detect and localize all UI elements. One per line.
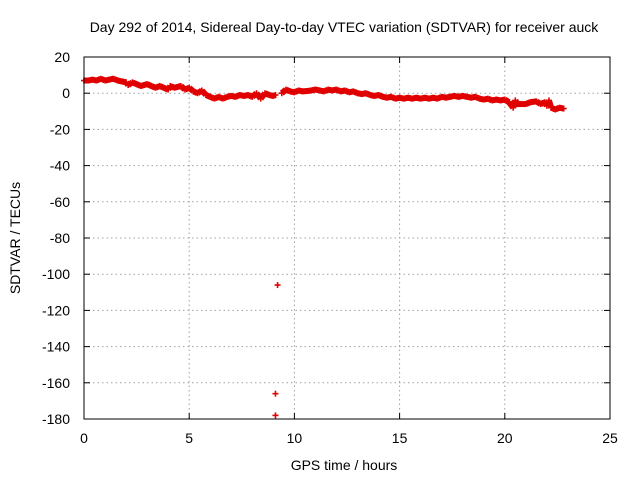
chart-title: Day 292 of 2014, Sidereal Day-to-day VTE… xyxy=(90,19,600,35)
x-tick-label: 10 xyxy=(287,430,303,446)
data-point xyxy=(272,390,279,397)
x-tick-label: 15 xyxy=(392,430,408,446)
x-tick-label: 25 xyxy=(602,430,618,446)
y-tick-label: -20 xyxy=(50,121,70,137)
y-tick-label: -40 xyxy=(50,158,70,174)
data-point xyxy=(272,412,279,419)
y-tick-label: -180 xyxy=(42,411,70,427)
y-tick-label: -120 xyxy=(42,302,70,318)
data-point xyxy=(272,92,279,99)
data-points xyxy=(81,75,567,419)
y-tick-label: -60 xyxy=(50,194,70,210)
x-axis-label: GPS time / hours xyxy=(291,457,398,473)
y-tick-label: 20 xyxy=(54,49,70,65)
y-tick-label: 0 xyxy=(62,85,70,101)
y-tick-label: -140 xyxy=(42,339,70,355)
data-point xyxy=(274,282,281,289)
axis-ticks: 0 5 10 15 20 25 20 0 -20 -40 -60 -80 -100 -120 -140 -16… xyxy=(42,49,618,446)
y-axis-label: SDTVAR / TECUs xyxy=(7,182,23,294)
y-tick-label: -100 xyxy=(42,266,70,282)
data-point xyxy=(560,105,567,112)
y-tick-label: -160 xyxy=(42,375,70,391)
plot-frame xyxy=(83,56,611,420)
grid xyxy=(84,57,610,419)
y-tick-label: -80 xyxy=(50,230,70,246)
x-tick-label: 0 xyxy=(80,430,88,446)
x-tick-label: 20 xyxy=(497,430,513,446)
x-tick-label: 5 xyxy=(185,430,193,446)
